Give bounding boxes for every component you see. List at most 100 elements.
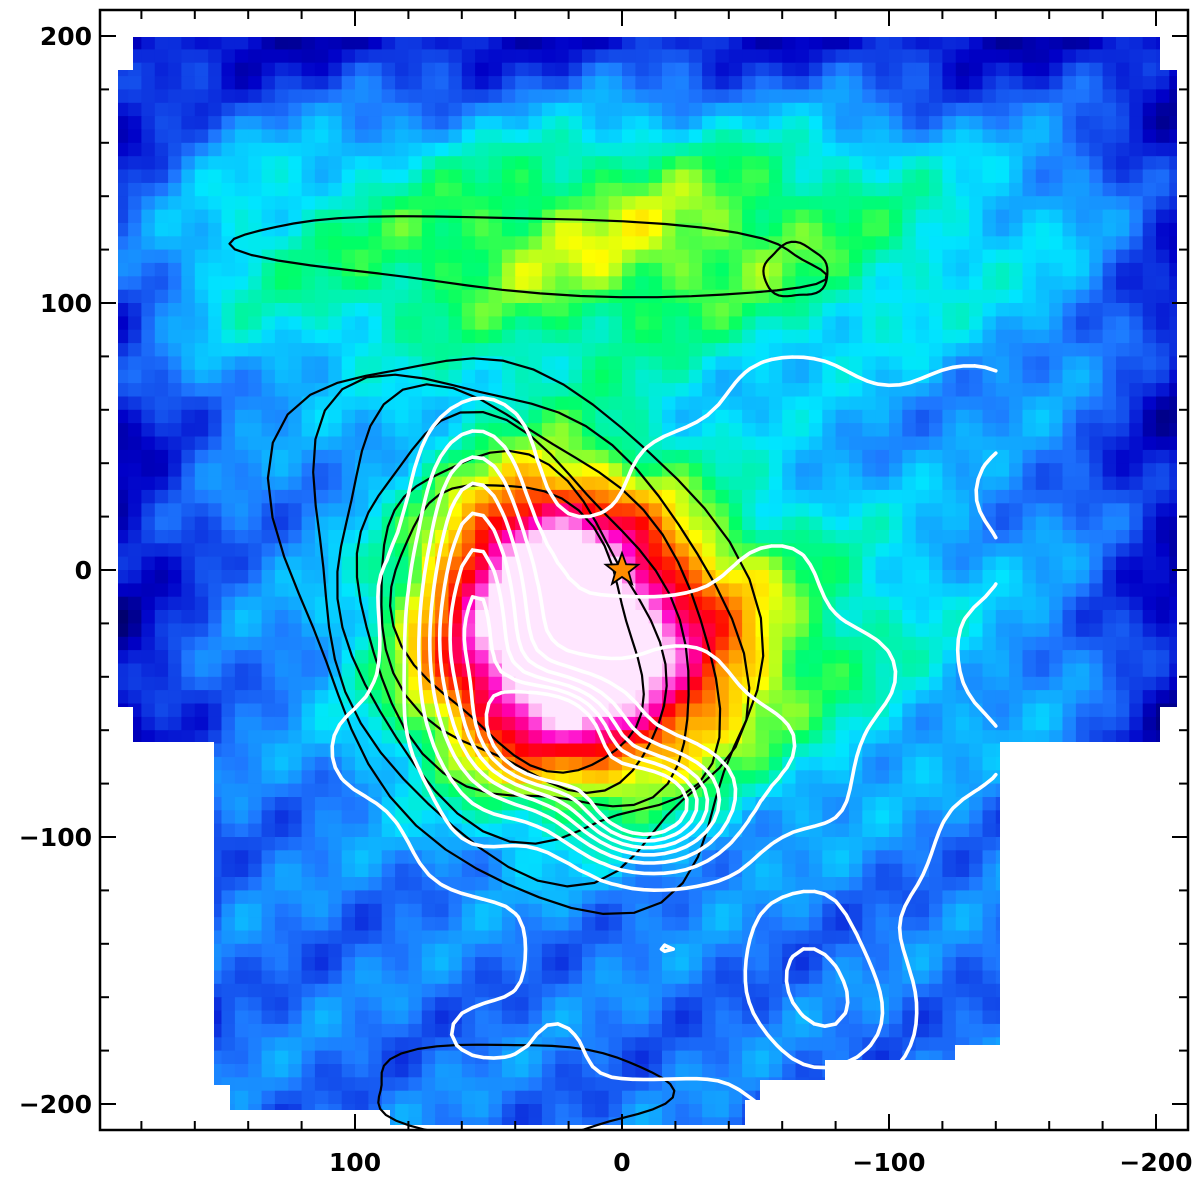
heatmap-cell bbox=[221, 570, 236, 584]
heatmap-cell bbox=[942, 556, 957, 571]
heatmap-cell bbox=[154, 703, 169, 718]
heatmap-cell bbox=[982, 623, 997, 638]
heatmap-cell bbox=[234, 436, 249, 451]
heatmap-cell bbox=[248, 503, 263, 518]
heatmap-cell bbox=[648, 262, 663, 277]
heatmap-cell bbox=[568, 730, 583, 745]
heatmap-cell bbox=[168, 583, 182, 598]
heatmap-cell bbox=[1022, 636, 1037, 651]
heatmap-cell bbox=[208, 356, 223, 371]
heatmap-cell bbox=[1169, 209, 1177, 224]
heatmap-cell bbox=[381, 129, 396, 144]
heatmap-cell bbox=[118, 650, 129, 664]
heatmap-cell bbox=[982, 182, 997, 197]
heatmap-cell bbox=[929, 383, 943, 397]
heatmap-cell bbox=[154, 222, 169, 237]
heatmap-cell bbox=[742, 222, 756, 237]
heatmap-cell bbox=[421, 76, 436, 90]
heatmap-cell bbox=[1049, 196, 1064, 211]
heatmap-cell bbox=[261, 222, 276, 237]
heatmap-cell bbox=[248, 383, 263, 397]
heatmap-cell bbox=[355, 636, 369, 651]
heatmap-cell bbox=[1022, 222, 1037, 237]
heatmap-cell bbox=[515, 142, 530, 157]
heatmap-cell bbox=[274, 810, 289, 825]
heatmap-cell bbox=[488, 62, 503, 77]
heatmap-cell bbox=[1102, 463, 1117, 478]
heatmap-cell bbox=[929, 743, 943, 758]
heatmap-cell bbox=[461, 102, 476, 117]
heatmap-cell bbox=[755, 570, 770, 584]
heatmap-cell bbox=[168, 837, 182, 851]
heatmap-cell bbox=[648, 76, 663, 90]
heatmap-cell bbox=[849, 810, 863, 825]
heatmap-cell bbox=[1129, 596, 1144, 611]
heatmap-cell bbox=[128, 583, 142, 598]
heatmap-cell bbox=[314, 489, 329, 504]
heatmap-cell bbox=[475, 650, 489, 664]
heatmap-cell bbox=[1116, 169, 1130, 184]
heatmap-cell bbox=[862, 703, 877, 718]
heatmap-cell bbox=[101, 610, 115, 624]
heatmap-cell bbox=[835, 596, 850, 611]
heatmap-cell bbox=[395, 262, 409, 277]
heatmap-cell bbox=[582, 383, 596, 397]
heatmap-cell bbox=[795, 730, 810, 745]
heatmap-cell bbox=[154, 396, 169, 411]
heatmap-cell bbox=[341, 329, 356, 344]
heatmap-cell bbox=[902, 810, 917, 825]
heatmap-cell bbox=[969, 169, 983, 184]
heatmap-cell bbox=[742, 503, 756, 518]
heatmap-cell bbox=[608, 116, 623, 130]
heatmap-cell bbox=[688, 142, 703, 157]
heatmap-cell bbox=[1116, 62, 1130, 77]
heatmap-cell bbox=[862, 182, 877, 197]
heatmap-cell bbox=[1116, 596, 1130, 611]
heatmap-cell bbox=[234, 663, 249, 678]
heatmap-cell bbox=[274, 289, 289, 304]
heatmap-cell bbox=[448, 37, 463, 50]
heatmap-cell bbox=[1022, 49, 1037, 64]
heatmap-cell bbox=[1183, 370, 1197, 384]
heatmap-cell bbox=[902, 650, 917, 664]
heatmap-cell bbox=[1089, 409, 1104, 424]
heatmap-cell bbox=[381, 623, 396, 638]
heatmap-cell bbox=[421, 196, 436, 211]
heatmap-cell bbox=[208, 37, 223, 50]
heatmap-cell bbox=[702, 530, 716, 544]
heatmap-cell bbox=[835, 209, 850, 224]
heatmap-cell bbox=[1049, 169, 1064, 184]
heatmap-cell bbox=[515, 169, 530, 184]
heatmap-cell bbox=[1116, 37, 1130, 50]
heatmap-cell bbox=[902, 316, 917, 331]
heatmap-cell bbox=[194, 116, 209, 130]
heatmap-cell bbox=[675, 89, 690, 104]
heatmap-cell bbox=[555, 530, 570, 544]
heatmap-cell bbox=[582, 623, 596, 638]
heatmap-cell bbox=[501, 129, 516, 144]
heatmap-cell bbox=[648, 356, 663, 371]
heatmap-cell bbox=[942, 610, 957, 624]
heatmap-cell bbox=[1075, 596, 1090, 611]
heatmap-cell bbox=[1075, 356, 1090, 371]
heatmap-cell bbox=[648, 343, 663, 357]
heatmap-cell bbox=[1009, 716, 1023, 731]
heatmap-cell bbox=[1035, 102, 1050, 117]
heatmap-cell bbox=[1089, 703, 1104, 718]
heatmap-cell bbox=[368, 396, 383, 411]
heatmap-cell bbox=[1156, 169, 1170, 184]
heatmap-cell bbox=[969, 316, 983, 331]
heatmap-cell bbox=[1116, 663, 1130, 678]
heatmap-cell bbox=[822, 182, 837, 197]
heatmap-cell bbox=[118, 329, 129, 344]
heatmap-cell bbox=[248, 463, 263, 478]
heatmap-cell bbox=[849, 650, 863, 664]
heatmap-cell bbox=[822, 236, 837, 251]
heatmap-cell bbox=[288, 249, 303, 264]
heatmap-cell bbox=[448, 76, 463, 90]
heatmap-cell bbox=[515, 289, 530, 304]
heatmap-cell bbox=[1035, 623, 1050, 638]
heatmap-cell bbox=[1035, 489, 1050, 504]
heatmap-cell bbox=[301, 102, 316, 117]
heatmap-cell bbox=[261, 703, 276, 718]
